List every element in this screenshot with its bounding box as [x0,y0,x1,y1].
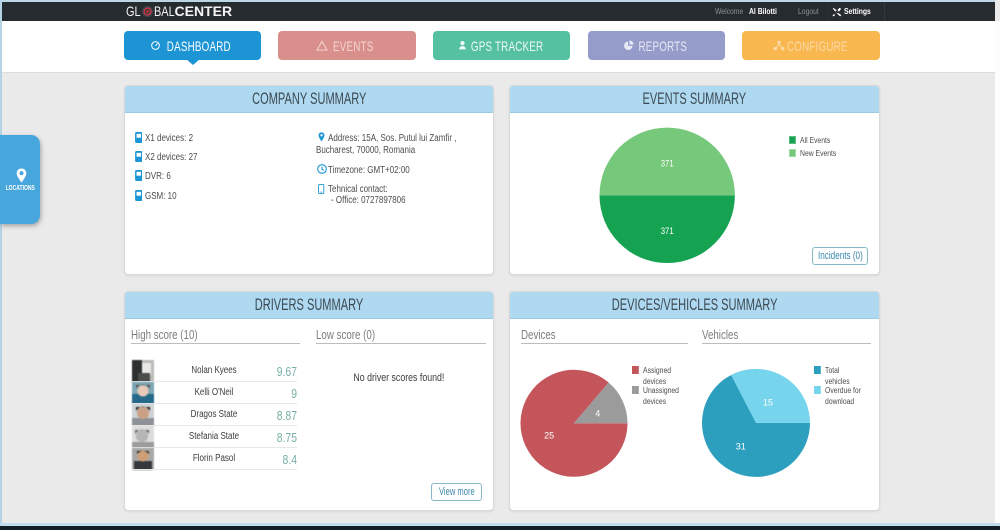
svg-text:4: 4 [595,409,600,419]
svg-text:371: 371 [661,226,674,236]
svg-text:31: 31 [736,442,746,452]
svg-text:15: 15 [763,398,773,408]
svg-text:371: 371 [661,159,674,169]
svg-text:25: 25 [544,431,554,441]
